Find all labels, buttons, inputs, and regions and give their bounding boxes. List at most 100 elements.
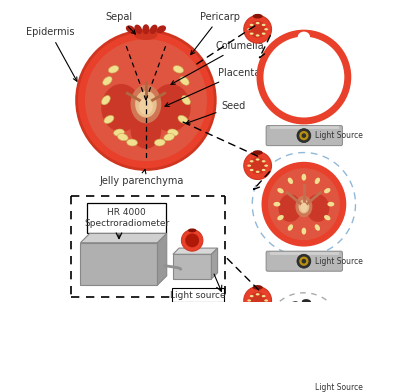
Ellipse shape [154,139,165,146]
Ellipse shape [262,295,266,297]
Ellipse shape [296,196,312,217]
Ellipse shape [302,299,311,305]
Ellipse shape [256,22,260,24]
FancyBboxPatch shape [80,243,158,285]
Circle shape [181,230,203,251]
Ellipse shape [134,29,158,40]
Ellipse shape [103,76,112,85]
Ellipse shape [298,200,309,213]
Ellipse shape [250,160,254,162]
Ellipse shape [313,305,322,311]
Ellipse shape [126,25,135,33]
Ellipse shape [302,228,306,235]
Circle shape [262,162,346,247]
Ellipse shape [127,139,138,146]
Ellipse shape [118,134,128,141]
Text: Jelly parenchyma: Jelly parenchyma [100,170,184,186]
Ellipse shape [114,129,124,136]
Circle shape [302,385,306,390]
Ellipse shape [280,308,288,316]
Circle shape [297,254,311,268]
Circle shape [260,33,348,121]
Ellipse shape [306,194,329,222]
Ellipse shape [178,115,188,123]
Ellipse shape [262,160,266,162]
Circle shape [268,168,340,240]
Ellipse shape [288,178,293,184]
Circle shape [185,234,199,247]
Circle shape [244,287,272,314]
Ellipse shape [307,357,316,362]
Ellipse shape [250,169,254,171]
Circle shape [299,131,308,140]
Circle shape [249,21,266,38]
Ellipse shape [315,224,320,231]
Circle shape [76,31,215,169]
Ellipse shape [276,329,282,338]
Ellipse shape [298,32,310,42]
FancyBboxPatch shape [266,125,342,145]
Ellipse shape [256,305,260,308]
Ellipse shape [130,110,161,149]
Ellipse shape [247,299,251,302]
Ellipse shape [188,229,196,232]
Polygon shape [212,248,218,279]
Ellipse shape [262,304,266,306]
Ellipse shape [277,188,284,193]
Ellipse shape [150,25,158,34]
Ellipse shape [324,188,330,193]
Ellipse shape [264,165,268,167]
Ellipse shape [108,65,119,73]
Circle shape [249,292,266,309]
Ellipse shape [250,295,254,297]
Ellipse shape [157,25,166,33]
Ellipse shape [256,158,260,161]
Ellipse shape [168,129,178,136]
Ellipse shape [247,165,251,167]
Ellipse shape [302,174,306,181]
Circle shape [297,381,311,392]
FancyBboxPatch shape [173,254,212,279]
FancyBboxPatch shape [87,203,166,233]
Circle shape [302,259,306,263]
Circle shape [299,383,308,392]
Ellipse shape [250,24,254,26]
Circle shape [302,133,306,138]
Ellipse shape [182,96,190,105]
Polygon shape [158,234,167,285]
Circle shape [249,157,266,174]
Ellipse shape [290,301,298,307]
Ellipse shape [142,24,150,34]
Ellipse shape [101,84,141,132]
Ellipse shape [318,348,326,356]
Text: Sepal: Sepal [106,12,136,34]
Ellipse shape [256,171,260,173]
Polygon shape [80,234,167,243]
Text: Light Source: Light Source [315,131,362,140]
Ellipse shape [247,28,251,31]
Ellipse shape [262,24,266,26]
Ellipse shape [264,28,268,31]
Ellipse shape [173,65,184,73]
Ellipse shape [284,351,292,358]
Ellipse shape [253,285,263,290]
Text: Light Source: Light Source [315,257,362,266]
Ellipse shape [321,313,328,321]
Text: Seed: Seed [186,101,246,124]
Text: Placenta: Placenta [165,68,260,106]
Ellipse shape [135,91,157,118]
Text: Light source: Light source [170,290,225,299]
Polygon shape [173,248,218,254]
Ellipse shape [327,322,333,331]
Circle shape [299,257,308,266]
Ellipse shape [253,14,263,18]
Ellipse shape [278,194,302,222]
Ellipse shape [253,150,263,155]
FancyBboxPatch shape [172,288,224,302]
Circle shape [85,39,207,161]
Text: HR 4000
Spectroradiometer: HR 4000 Spectroradiometer [84,208,169,228]
Text: Pericarp: Pericarp [191,12,240,54]
Circle shape [244,152,272,180]
Ellipse shape [139,98,153,115]
Ellipse shape [327,202,334,207]
